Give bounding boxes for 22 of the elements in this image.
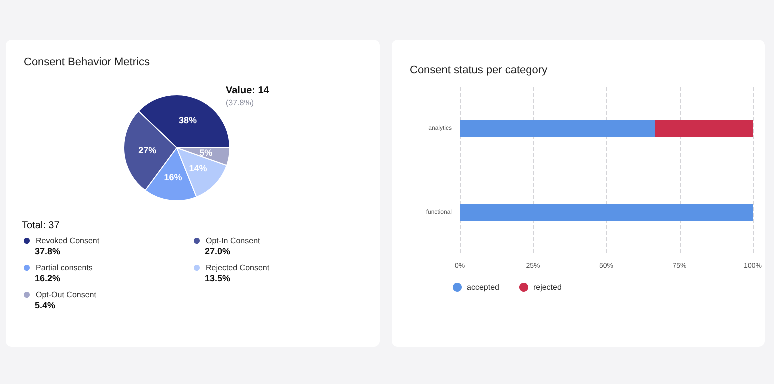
- data-label: 16%: [164, 172, 182, 182]
- text: 13.5%: [205, 274, 231, 284]
- legend-label: Rejected Consent: [206, 264, 270, 272]
- data-label: 27%: [138, 146, 157, 156]
- text: 16.2%: [35, 274, 61, 284]
- text: Value: 14: [226, 86, 270, 96]
- legend-label: Revoked Consent: [36, 236, 100, 246]
- legend-label: Partial consents: [36, 264, 93, 272]
- chart-title: Consent status per category: [410, 64, 548, 76]
- data-label: 5%: [200, 148, 213, 158]
- data-label: 14%: [189, 163, 208, 174]
- text: 27.0%: [205, 246, 231, 256]
- text: 37.8%: [35, 246, 61, 256]
- text: 5.4%: [35, 300, 56, 310]
- legend-label: accepted: [467, 283, 500, 292]
- text: (37.8%): [226, 98, 254, 108]
- legend-label: Opt-Out Consent: [36, 290, 98, 300]
- legend-label: rejected: [533, 283, 562, 292]
- text: Total: 37: [22, 220, 60, 232]
- legend-label: Opt-In Consent: [206, 236, 262, 246]
- chart-title: Consent Behavior Metrics: [24, 56, 150, 68]
- data-label: 38%: [178, 116, 198, 126]
